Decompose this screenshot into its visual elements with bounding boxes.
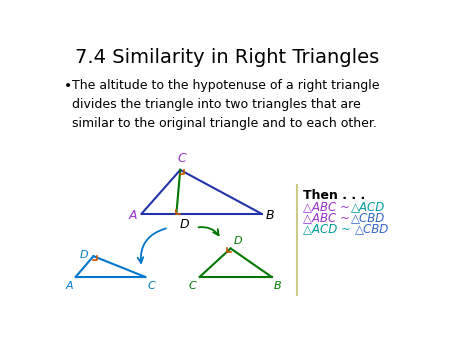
Text: •: • [64,79,72,93]
Text: △ACD: △ACD [351,201,385,214]
Text: △ABC ~: △ABC ~ [303,201,353,214]
Text: C: C [189,281,197,291]
FancyArrowPatch shape [198,227,219,235]
Text: Then . . .: Then . . . [303,189,365,202]
Text: B: B [274,281,282,291]
Text: C: C [148,281,155,291]
Text: A: A [66,281,73,291]
Text: △ACD ~: △ACD ~ [303,222,354,235]
Text: D: D [79,250,88,260]
Text: B: B [266,209,274,222]
Text: D: D [180,218,189,232]
Text: D: D [234,236,243,246]
Text: △CBD: △CBD [355,222,389,235]
FancyArrowPatch shape [138,228,166,263]
Text: C: C [177,151,186,165]
Text: △CBD: △CBD [351,212,385,224]
Text: △ABC ~: △ABC ~ [303,212,353,224]
Text: 7.4 Similarity in Right Triangles: 7.4 Similarity in Right Triangles [75,48,379,67]
Text: The altitude to the hypotenuse of a right triangle
divides the triangle into two: The altitude to the hypotenuse of a righ… [72,79,379,130]
Text: A: A [128,209,137,222]
